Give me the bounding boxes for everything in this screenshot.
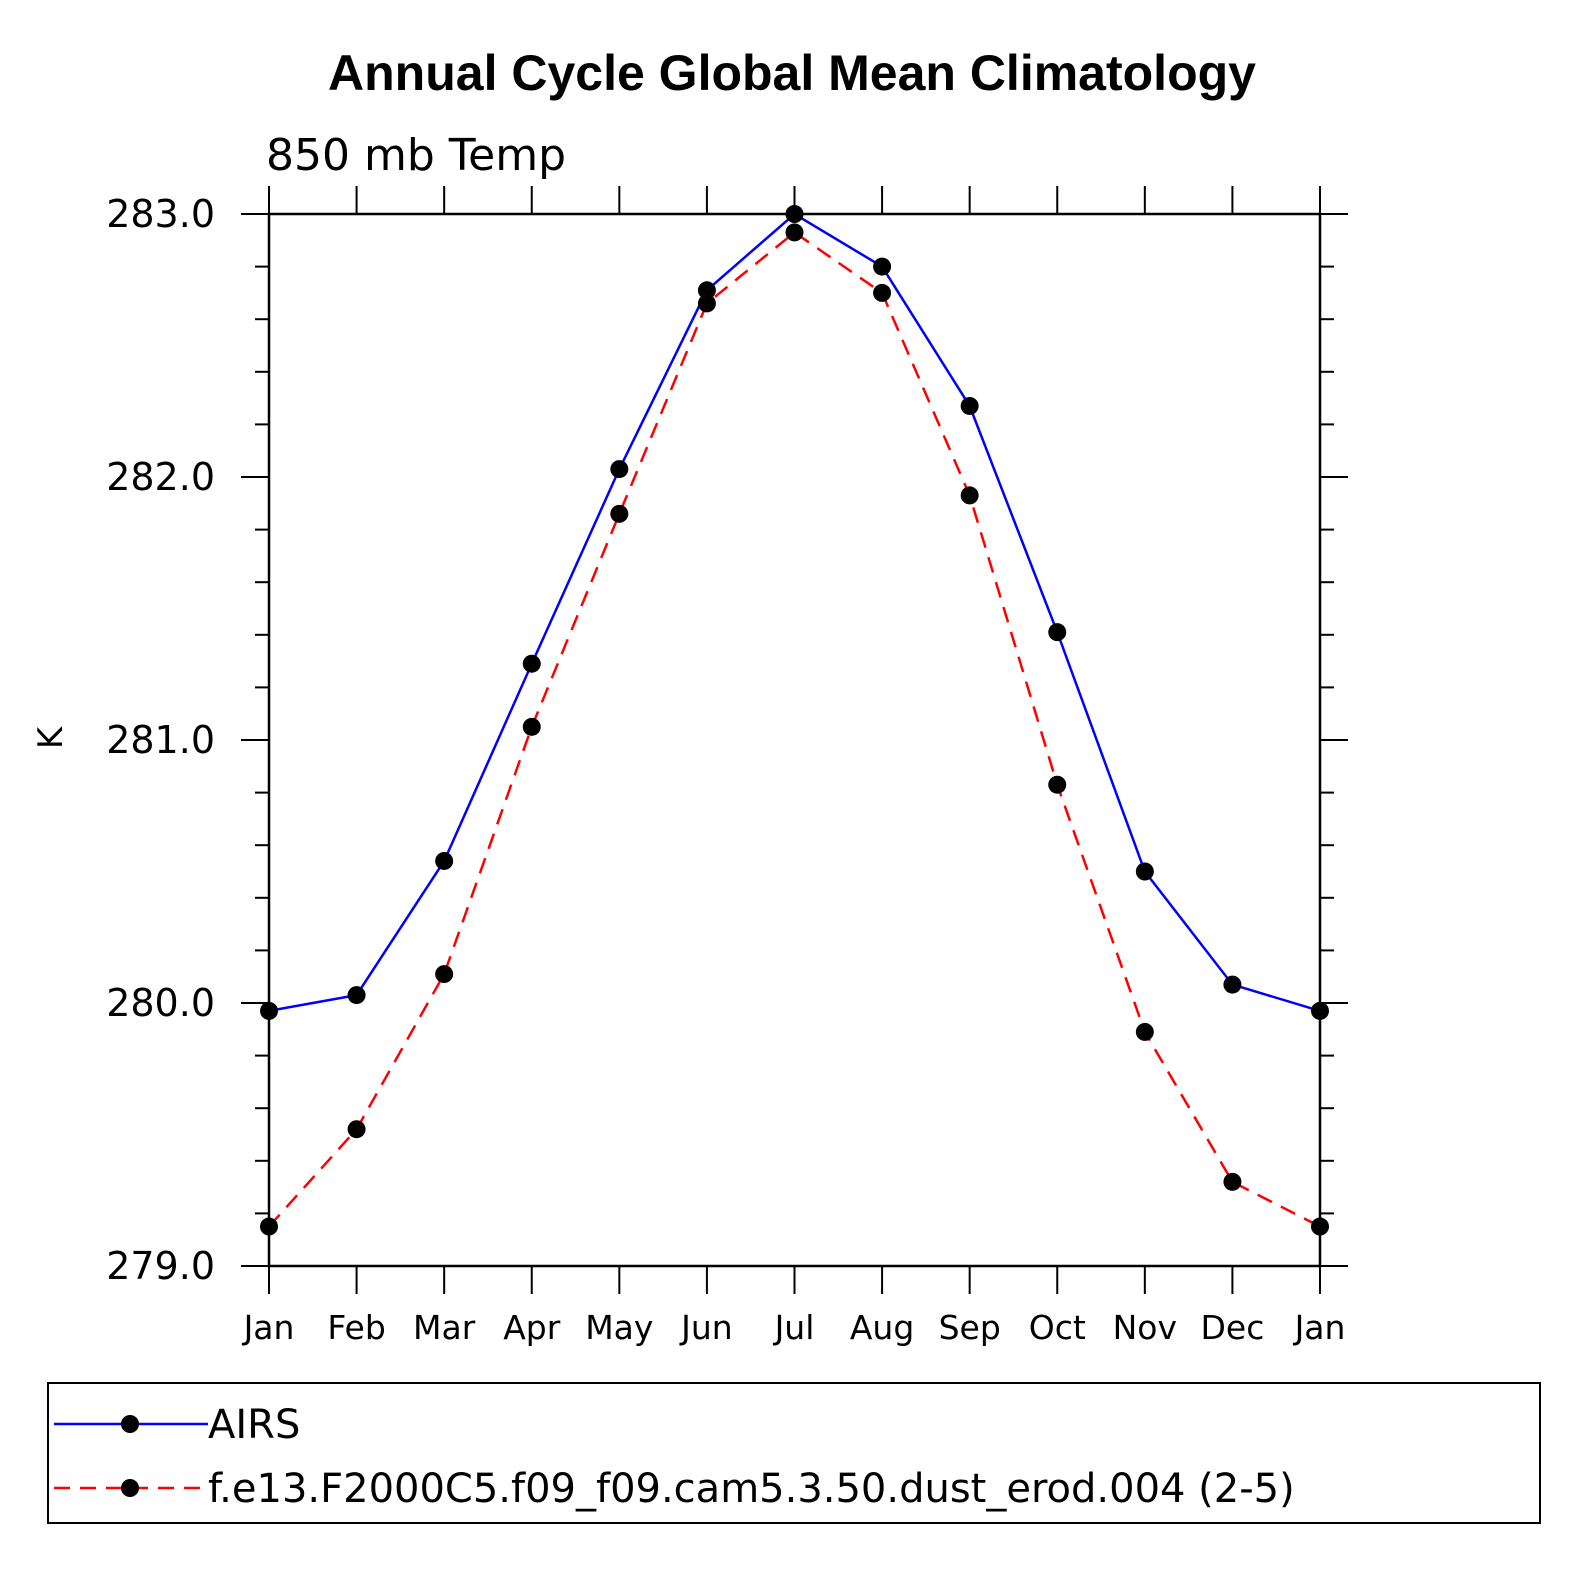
data-point-series-1 (873, 283, 892, 302)
legend-box (47, 1382, 1541, 1524)
y-tick-label: 281.0 (106, 718, 215, 762)
legend-label-airs: AIRS (208, 1402, 300, 1448)
x-tick-label: Apr (503, 1308, 561, 1347)
y-tick-label: 283.0 (106, 192, 215, 236)
data-point-series-1 (785, 223, 804, 242)
data-point-series-0 (1311, 1001, 1329, 1020)
chart-title: Annual Cycle Global Mean Climatology (328, 45, 1256, 101)
data-point-series-1 (1048, 775, 1067, 794)
x-tick-label: Jun (679, 1308, 733, 1347)
data-point-series-1 (260, 1217, 278, 1236)
data-point-series-0 (435, 851, 454, 870)
x-tick-label: Nov (1113, 1308, 1177, 1347)
data-point-series-1 (347, 1120, 366, 1139)
x-tick-label: Mar (413, 1308, 476, 1347)
data-point-series-0 (1223, 975, 1242, 994)
x-tick-label: Jul (773, 1308, 815, 1347)
data-point-series-0 (873, 257, 892, 276)
data-point-series-1 (435, 965, 454, 984)
x-tick-label: Jan (242, 1308, 295, 1347)
data-point-series-0 (960, 396, 979, 415)
x-tick-label: Dec (1200, 1308, 1264, 1347)
y-tick-label: 282.0 (106, 455, 215, 499)
y-tick-label: 279.0 (106, 1244, 215, 1288)
x-tick-label: Oct (1029, 1308, 1086, 1347)
data-point-series-0 (1135, 862, 1154, 881)
chart-subtitle: 850 mb Temp (266, 130, 566, 181)
data-point-series-1 (1223, 1172, 1242, 1191)
data-point-series-1 (697, 294, 716, 313)
x-tick-label: Jan (1293, 1308, 1346, 1347)
y-tick-label: 280.0 (106, 981, 215, 1025)
x-tick-label: Aug (850, 1308, 914, 1347)
data-point-series-1 (1311, 1217, 1329, 1236)
data-point-series-1 (960, 486, 979, 505)
plot-frame (267, 212, 1322, 1268)
plot-axes: 279.0 280.0 281.0 282.0 283.0 Jan Feb Mar Apr May… (106, 186, 1348, 1347)
legend-marker-airs (121, 1415, 139, 1433)
legend: AIRS f.e13.F2000C5.f09_f09.cam5.3.50.dus… (47, 1382, 1541, 1524)
series-line-0 (268, 212, 1321, 1013)
data-point-series-0 (610, 460, 629, 479)
data-point-series-0 (347, 986, 366, 1005)
y-axis-label: K (31, 725, 71, 749)
data-point-series-0 (1048, 623, 1067, 642)
data-point-series-0 (260, 1001, 278, 1020)
legend-marker-model (121, 1479, 139, 1497)
legend-label-model: f.e13.F2000C5.f09_f09.cam5.3.50.dust_ero… (208, 1466, 1295, 1512)
x-tick-label: Sep (939, 1308, 1001, 1347)
x-tick-label: Feb (327, 1308, 385, 1347)
data-point-series-1 (522, 717, 541, 736)
series-layer (260, 205, 1329, 1236)
data-point-series-0 (522, 654, 541, 673)
series-line-1 (268, 230, 1321, 1228)
data-point-series-1 (1135, 1022, 1154, 1041)
x-tick-label: May (585, 1308, 653, 1347)
data-point-series-1 (610, 504, 629, 523)
data-point-series-0 (697, 281, 716, 300)
data-point-series-0 (785, 205, 804, 223)
